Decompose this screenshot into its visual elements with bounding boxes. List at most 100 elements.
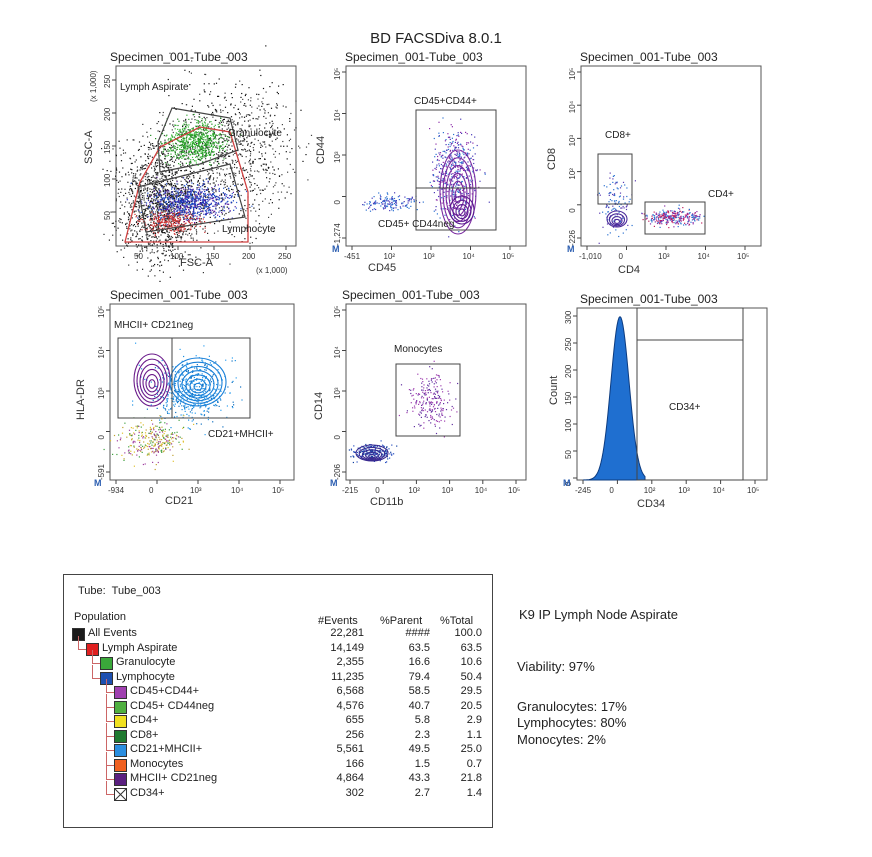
event-dot: [278, 207, 280, 209]
event-dot: [215, 205, 217, 207]
event-dot: [190, 135, 192, 137]
event-dot: [160, 163, 162, 165]
event-dot: [184, 211, 186, 213]
event-dot: [154, 225, 156, 227]
event-dot: [177, 200, 179, 203]
event-dot: [646, 217, 648, 219]
event-dot: [192, 164, 194, 166]
event-dot: [136, 235, 138, 237]
event-dot: [449, 158, 451, 160]
event-dot: [460, 143, 462, 145]
event-dot: [229, 148, 231, 150]
event-dot: [448, 162, 450, 164]
event-dot: [178, 140, 180, 142]
event-dot: [465, 131, 467, 133]
event-dot: [682, 215, 684, 218]
event-dot: [221, 179, 223, 181]
event-dot: [208, 154, 210, 156]
event-dot: [256, 193, 258, 196]
event-dot: [152, 191, 154, 193]
event-dot: [193, 146, 195, 148]
event-dot: [478, 186, 480, 188]
event-dot: [198, 218, 201, 220]
event-dot: [217, 202, 220, 204]
event-dot: [434, 167, 436, 170]
event-dot: [268, 202, 270, 204]
event-dot: [257, 139, 259, 142]
event-dot: [163, 210, 165, 212]
event-dot: [135, 184, 138, 186]
event-dot: [200, 127, 202, 129]
event-dot: [166, 213, 168, 215]
event-dot: [221, 154, 223, 156]
event-dot: [185, 137, 187, 139]
gate-label-granulocyte: Granulocyte: [228, 128, 282, 139]
event-dot: [145, 207, 147, 210]
event-dot: [207, 208, 209, 210]
event-dot: [460, 167, 462, 169]
event-dot: [181, 203, 183, 205]
event-dot: [150, 224, 152, 226]
event-dot: [461, 132, 463, 134]
event-dot: [188, 221, 191, 223]
event-dot: [144, 153, 146, 155]
event-dot: [163, 134, 165, 137]
event-dot: [265, 164, 267, 166]
event-dot: [462, 161, 464, 163]
event-dot: [157, 130, 159, 132]
event-dot: [186, 213, 188, 215]
event-dot: [169, 164, 171, 166]
event-dot: [222, 119, 224, 121]
event-dot: [179, 199, 181, 201]
event-dot: [162, 151, 164, 153]
event-dot: [200, 150, 202, 152]
event-dot: [205, 152, 207, 155]
event-dot: [192, 218, 194, 220]
event-dot: [154, 187, 156, 189]
event-dot: [189, 180, 191, 182]
event-dot: [141, 226, 143, 228]
event-dot: [161, 198, 163, 200]
event-dot: [655, 212, 657, 214]
event-dot: [145, 224, 147, 226]
event-dot: [184, 210, 186, 212]
event-dot: [227, 112, 229, 114]
event-dot: [445, 139, 447, 141]
event-dot: [444, 182, 446, 185]
event-dot: [221, 199, 223, 201]
event-dot: [239, 128, 241, 130]
event-dot: [372, 209, 374, 211]
event-dot: [240, 101, 242, 103]
event-dot: [470, 164, 472, 166]
event-dot: [191, 233, 193, 235]
event-dot: [691, 219, 693, 221]
event-dot: [286, 134, 288, 136]
event-dot: [659, 221, 662, 223]
event-dot: [138, 200, 141, 202]
density-contour: [445, 165, 471, 223]
event-dot: [171, 194, 173, 196]
event-dot: [168, 214, 170, 216]
event-dot: [172, 193, 174, 195]
event-dot: [188, 194, 190, 196]
event-dot: [171, 187, 173, 189]
event-dot: [145, 160, 147, 162]
event-dot: [164, 239, 166, 241]
event-dot: [202, 147, 204, 149]
event-dot: [152, 206, 154, 208]
event-dot: [135, 182, 137, 184]
event-dot: [188, 151, 191, 153]
event-dot: [198, 150, 200, 152]
event-dot: [164, 206, 166, 208]
event-dot: [209, 209, 211, 211]
event-dot: [437, 180, 439, 182]
event-dot: [224, 197, 226, 199]
event-dot: [212, 154, 214, 157]
event-dot: [158, 230, 160, 232]
event-dot: [197, 181, 199, 183]
event-dot: [216, 161, 218, 163]
event-dot: [218, 196, 220, 198]
event-dot: [255, 237, 257, 240]
event-dot: [118, 140, 120, 142]
event-dot: [262, 189, 264, 191]
